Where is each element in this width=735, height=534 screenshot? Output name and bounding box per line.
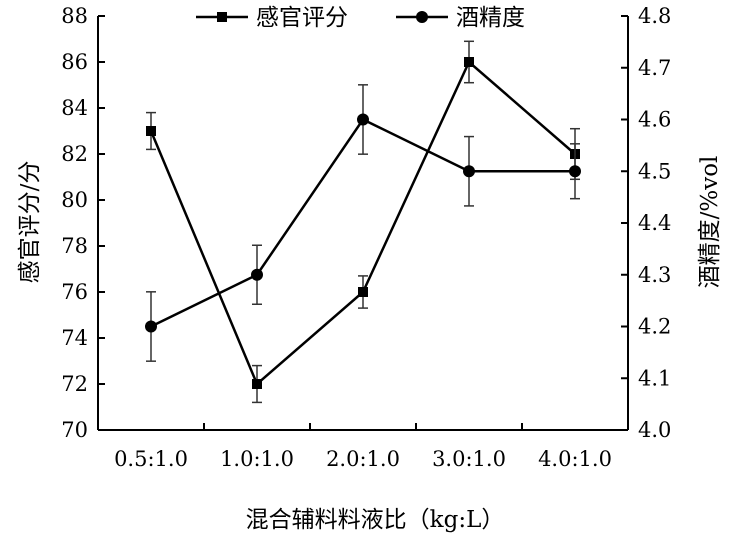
y-left-tick-label: 76 [61,280,88,304]
x-tick-label: 1.0:1.0 [220,447,294,471]
y-left-tick-label: 78 [61,234,88,258]
series-2 [145,84,581,362]
x-tick-label: 0.5:1.0 [114,447,188,471]
y-right-tick-label: 4.5 [638,159,671,183]
data-point-circle [145,320,157,333]
y-left-tick-label: 74 [61,326,88,350]
y-left-tick-label: 88 [61,4,88,28]
data-point-square [252,379,262,389]
x-tick-label: 4.0:1.0 [538,447,612,471]
data-point-square [358,287,368,297]
y-left-tick-label: 70 [61,418,88,442]
legend-label: 酒精度 [456,5,525,31]
series-layer [145,40,581,404]
y-right-tick-label: 4.2 [638,315,671,339]
x-tick-label: 2.0:1.0 [326,447,400,471]
axes: 70 72 74 76 78 80 82 84 86 88 4.0 4.1 4.2 4.3 4.4 4.5 4.… [61,4,671,471]
data-point-circle [357,113,369,126]
y-axis-title-right: 酒精度/%vol [697,156,723,289]
legend-item-2: 酒精度 [396,5,525,31]
y-right-tick-label: 4.7 [638,56,671,80]
y-axis-title-left: 感官评分/分 [17,161,43,284]
y-right-tick-label: 4.0 [638,418,671,442]
y-left-tick-label: 80 [61,188,88,212]
x-tick-label: 3.0:1.0 [432,447,506,471]
y-right-tick-label: 4.4 [638,211,671,235]
x-axis-title: 混合辅料料液比（kg:L） [246,507,505,533]
data-point-square [464,57,474,67]
y-left-tick-label: 82 [61,142,88,166]
legend-marker-square [217,12,227,22]
y-right-tick-label: 4.8 [638,4,671,28]
y-left-tick-label: 86 [61,50,88,74]
y-right-tick-label: 4.1 [638,366,671,390]
y-left-tick-label: 84 [61,96,88,120]
legend-item-1: 感官评分 [196,5,348,31]
y-right-tick-label: 4.6 [638,108,671,132]
legend: 感官评分 酒精度 [196,5,525,31]
legend-label: 感官评分 [256,5,348,31]
y-right-tick-label: 4.3 [638,263,671,287]
data-point-square [146,126,156,136]
data-point-circle [569,165,581,178]
data-point-circle [463,165,475,178]
y-left-tick-label: 72 [61,372,88,396]
data-point-circle [251,268,263,281]
series-1 [146,40,580,404]
legend-marker-circle [416,11,428,23]
